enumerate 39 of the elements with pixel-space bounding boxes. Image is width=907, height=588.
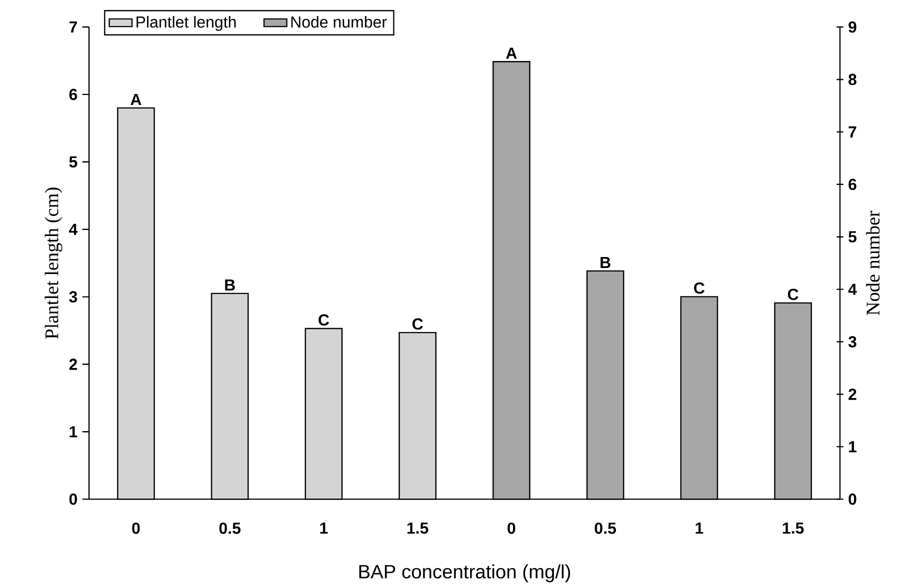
x-tick-label: 1 (320, 522, 328, 534)
y2-tick-label: 2 (848, 388, 856, 400)
data-label: A (506, 48, 517, 59)
x-axis-title: BAP concentration (mg/l) (359, 564, 570, 582)
data-label: C (788, 288, 798, 300)
data-label: C (412, 318, 423, 330)
y2-tick-label: 6 (848, 178, 856, 190)
x-tick-label: 1.5 (782, 522, 804, 534)
x-tick-label: 0 (508, 522, 516, 534)
y2-tick-label: 8 (848, 74, 856, 86)
y-tick-label: 6 (69, 88, 78, 100)
data-label: C (318, 314, 330, 326)
legend-label: Plantlet length (136, 16, 236, 31)
x-tick-label: 0.5 (594, 522, 616, 534)
y2-tick-label: 7 (848, 126, 856, 138)
y2-tick-label: 5 (848, 231, 856, 242)
x-tick-label: 0.5 (219, 522, 241, 534)
y-axis-title: Plantlet length (cm) (44, 188, 62, 339)
y2-tick-label: 3 (848, 336, 856, 348)
y-tick-label: 4 (69, 224, 78, 235)
x-tick-label: 0 (132, 522, 140, 534)
y2-tick-label: 4 (848, 284, 857, 295)
data-label: B (600, 256, 610, 268)
y-tick-label: 7 (69, 21, 77, 32)
x-tick-label: 1.5 (407, 522, 428, 534)
y-tick-label: 1 (70, 426, 78, 438)
y-tick-label: 2 (69, 358, 78, 370)
y2-tick-label: 1 (849, 441, 856, 452)
data-label: B (225, 279, 235, 290)
y2-axis-title: Node number (866, 210, 880, 315)
data-label: C (694, 282, 705, 294)
y2-tick-label: 9 (848, 21, 856, 33)
y2-tick-label: 0 (848, 493, 856, 505)
data-label: A (130, 94, 142, 105)
y-tick-label: 0 (69, 493, 77, 505)
y-tick-label: 3 (69, 291, 78, 302)
x-tick-label: 1 (696, 522, 704, 534)
y-tick-label: 5 (69, 156, 78, 168)
legend-label: Node number (291, 16, 387, 28)
